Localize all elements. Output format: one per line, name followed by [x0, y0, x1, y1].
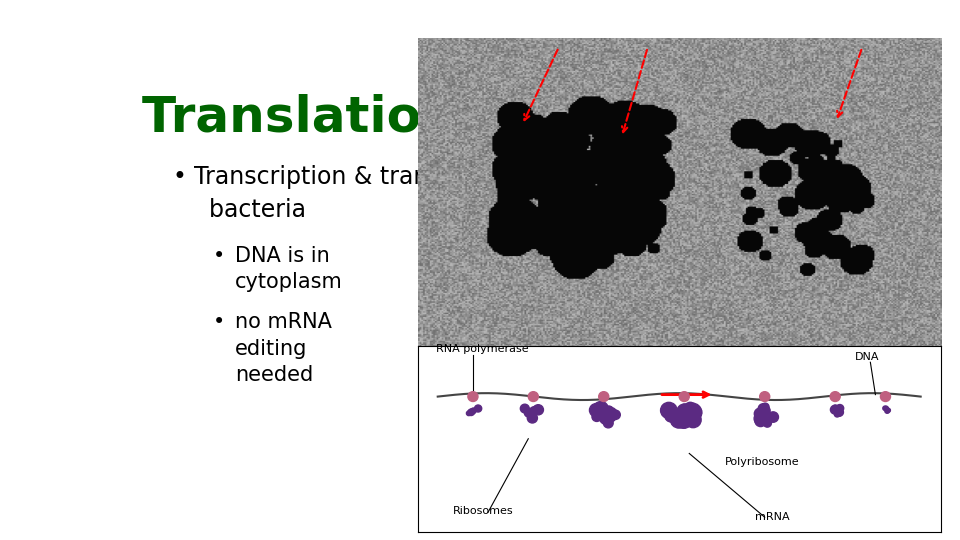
Circle shape [832, 405, 839, 411]
Circle shape [471, 408, 476, 413]
Circle shape [604, 406, 613, 415]
Text: DNA: DNA [855, 352, 879, 362]
Circle shape [763, 419, 772, 427]
Circle shape [675, 411, 688, 424]
Circle shape [759, 392, 770, 402]
Text: Polyribosome: Polyribosome [725, 457, 799, 467]
Circle shape [520, 404, 529, 413]
Circle shape [755, 408, 766, 420]
Circle shape [524, 409, 533, 417]
Circle shape [530, 407, 537, 414]
Circle shape [830, 406, 839, 414]
Circle shape [834, 407, 841, 414]
Circle shape [687, 407, 702, 421]
Circle shape [532, 407, 539, 413]
Circle shape [755, 416, 766, 427]
Circle shape [601, 407, 612, 417]
Circle shape [880, 392, 891, 402]
Circle shape [596, 406, 605, 415]
Circle shape [675, 411, 692, 428]
Circle shape [834, 411, 840, 417]
Circle shape [603, 407, 617, 421]
Circle shape [684, 402, 696, 413]
Circle shape [758, 408, 766, 416]
Circle shape [886, 408, 891, 412]
Circle shape [528, 392, 539, 402]
Circle shape [681, 408, 696, 423]
Text: no mRNA
editing
needed: no mRNA editing needed [235, 312, 332, 385]
Circle shape [680, 412, 694, 427]
Text: Transcription & translation are simultaneous in
  bacteria: Transcription & translation are simultan… [194, 165, 749, 222]
Circle shape [474, 405, 482, 412]
Circle shape [758, 404, 768, 414]
Circle shape [533, 404, 543, 415]
Circle shape [599, 392, 609, 402]
Circle shape [670, 411, 687, 428]
Text: mRNA: mRNA [755, 512, 789, 522]
Circle shape [685, 412, 701, 428]
Circle shape [593, 401, 609, 416]
Circle shape [830, 392, 840, 402]
Circle shape [680, 392, 689, 402]
Text: •: • [213, 312, 226, 332]
Circle shape [592, 412, 602, 421]
Text: Ribosomes: Ribosomes [453, 507, 514, 516]
Circle shape [677, 406, 690, 418]
Text: Translation in Prokaryotes: Translation in Prokaryotes [142, 94, 887, 142]
Circle shape [759, 406, 770, 416]
Text: RNA polymerase: RNA polymerase [436, 345, 528, 354]
Circle shape [761, 417, 770, 426]
Circle shape [677, 404, 693, 420]
Circle shape [468, 392, 478, 402]
Circle shape [600, 412, 612, 424]
Circle shape [589, 403, 603, 417]
Circle shape [687, 405, 702, 419]
Circle shape [664, 409, 678, 422]
Circle shape [768, 412, 779, 422]
Circle shape [885, 409, 890, 413]
Circle shape [526, 409, 534, 416]
Circle shape [604, 418, 613, 428]
Circle shape [755, 412, 768, 425]
Circle shape [468, 409, 474, 415]
Circle shape [835, 408, 844, 416]
Text: DNA is in
cytoplasm: DNA is in cytoplasm [235, 246, 343, 292]
Circle shape [467, 411, 471, 416]
Circle shape [836, 404, 844, 412]
Circle shape [836, 410, 842, 416]
Circle shape [611, 410, 620, 420]
Text: •: • [172, 165, 186, 188]
Circle shape [531, 408, 537, 414]
Circle shape [761, 403, 769, 410]
Circle shape [884, 406, 888, 410]
Circle shape [883, 406, 887, 410]
Circle shape [527, 413, 538, 423]
Circle shape [605, 411, 616, 422]
Circle shape [470, 408, 476, 414]
Circle shape [660, 402, 677, 418]
Text: •: • [213, 246, 226, 266]
Circle shape [684, 403, 701, 420]
